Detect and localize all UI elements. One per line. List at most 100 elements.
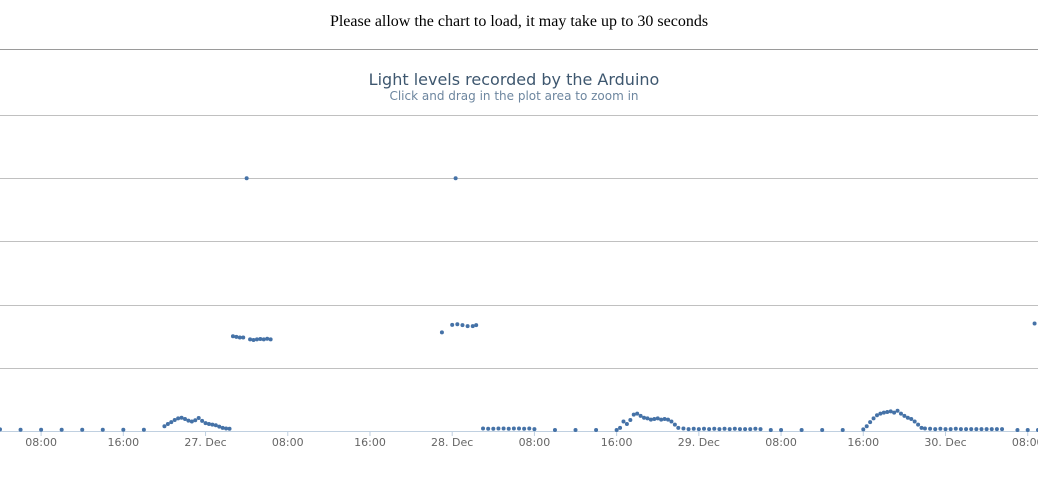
data-point-0-5[interactable] xyxy=(100,427,105,432)
data-point-0-37[interactable] xyxy=(261,337,266,342)
data-point-0-119[interactable] xyxy=(919,425,924,430)
data-point-0-32[interactable] xyxy=(244,176,249,181)
data-point-0-101[interactable] xyxy=(840,428,845,433)
data-point-0-104[interactable] xyxy=(868,420,873,425)
data-point-0-11[interactable] xyxy=(172,417,177,422)
data-point-0-109[interactable] xyxy=(885,410,890,415)
data-point-0-83[interactable] xyxy=(691,426,696,431)
data-point-0-99[interactable] xyxy=(799,428,804,433)
data-point-0-25[interactable] xyxy=(220,425,225,430)
data-point-0-131[interactable] xyxy=(979,427,984,432)
data-point-0-82[interactable] xyxy=(686,427,691,432)
data-point-0-18[interactable] xyxy=(196,416,201,421)
data-point-0-132[interactable] xyxy=(984,427,989,432)
data-point-0-21[interactable] xyxy=(206,422,211,427)
data-point-0-12[interactable] xyxy=(176,416,181,421)
data-point-0-126[interactable] xyxy=(953,426,958,431)
data-point-0-46[interactable] xyxy=(470,324,475,329)
data-point-0-103[interactable] xyxy=(864,424,869,429)
data-point-0-47[interactable] xyxy=(474,323,479,328)
data-point-0-24[interactable] xyxy=(217,424,222,429)
data-point-0-72[interactable] xyxy=(648,417,653,422)
data-point-0-89[interactable] xyxy=(722,426,727,431)
data-point-0-40[interactable] xyxy=(439,330,444,335)
data-point-0-61[interactable] xyxy=(594,428,599,433)
data-point-0-68[interactable] xyxy=(635,411,640,416)
data-point-0-90[interactable] xyxy=(727,427,732,432)
data-point-0-44[interactable] xyxy=(460,323,465,328)
data-point-0-92[interactable] xyxy=(737,427,742,432)
data-point-0-71[interactable] xyxy=(645,416,650,421)
data-point-0-129[interactable] xyxy=(969,427,974,432)
data-point-0-76[interactable] xyxy=(662,416,667,421)
data-point-0-79[interactable] xyxy=(672,422,677,427)
data-point-0-67[interactable] xyxy=(631,412,636,417)
data-point-0-100[interactable] xyxy=(820,428,825,433)
data-point-0-30[interactable] xyxy=(237,335,242,340)
data-point-0-94[interactable] xyxy=(748,427,753,432)
data-point-0-93[interactable] xyxy=(743,427,748,432)
data-point-0-6[interactable] xyxy=(121,427,126,432)
data-point-0-2[interactable] xyxy=(39,427,44,432)
data-point-0-3[interactable] xyxy=(59,427,64,432)
data-point-0-15[interactable] xyxy=(186,418,191,423)
data-point-0-20[interactable] xyxy=(203,421,208,426)
data-point-0-112[interactable] xyxy=(895,408,900,413)
data-point-0-7[interactable] xyxy=(141,427,146,432)
data-point-0-137[interactable] xyxy=(1025,428,1030,433)
data-point-0-78[interactable] xyxy=(669,419,674,424)
data-point-0-85[interactable] xyxy=(701,426,706,431)
data-point-0-49[interactable] xyxy=(486,426,491,431)
data-point-0-23[interactable] xyxy=(213,423,218,428)
data-point-0-108[interactable] xyxy=(881,410,886,415)
data-point-0-116[interactable] xyxy=(909,416,914,421)
data-point-0-63[interactable] xyxy=(618,425,623,430)
data-point-0-74[interactable] xyxy=(655,416,660,421)
data-point-0-50[interactable] xyxy=(491,426,496,431)
data-point-0-36[interactable] xyxy=(258,337,263,342)
data-point-0-4[interactable] xyxy=(80,427,85,432)
data-point-0-57[interactable] xyxy=(527,426,532,431)
data-point-0-69[interactable] xyxy=(638,413,643,418)
data-point-0-96[interactable] xyxy=(758,427,763,432)
data-point-0-64[interactable] xyxy=(621,419,626,424)
data-point-0-66[interactable] xyxy=(628,417,633,422)
data-point-0-91[interactable] xyxy=(732,426,737,431)
data-point-0-97[interactable] xyxy=(768,428,773,433)
data-point-0-10[interactable] xyxy=(169,420,174,425)
data-point-0-42[interactable] xyxy=(450,322,455,327)
data-point-0-59[interactable] xyxy=(552,428,557,433)
data-point-0-53[interactable] xyxy=(506,426,511,431)
data-point-0-29[interactable] xyxy=(234,334,239,339)
data-point-0-134[interactable] xyxy=(994,427,999,432)
data-point-0-16[interactable] xyxy=(189,419,194,424)
data-point-0-39[interactable] xyxy=(268,337,273,342)
data-point-0-54[interactable] xyxy=(511,426,516,431)
data-point-0-120[interactable] xyxy=(922,426,927,431)
data-point-0-88[interactable] xyxy=(717,427,722,432)
data-point-0-27[interactable] xyxy=(227,426,232,431)
data-point-0-38[interactable] xyxy=(265,336,270,341)
data-point-0-34[interactable] xyxy=(251,337,256,342)
data-point-0-48[interactable] xyxy=(481,426,486,431)
data-point-0-123[interactable] xyxy=(938,426,943,431)
data-point-0-110[interactable] xyxy=(888,409,893,414)
data-point-0-56[interactable] xyxy=(522,426,527,431)
data-point-0-122[interactable] xyxy=(933,427,938,432)
data-point-0-121[interactable] xyxy=(928,426,933,431)
data-point-0-136[interactable] xyxy=(1015,428,1020,433)
data-point-0-51[interactable] xyxy=(496,426,501,431)
data-point-0-138[interactable] xyxy=(1032,321,1037,326)
data-point-0-60[interactable] xyxy=(573,428,578,433)
data-point-0-80[interactable] xyxy=(676,425,681,430)
data-point-0-111[interactable] xyxy=(892,410,897,415)
data-point-0-81[interactable] xyxy=(681,426,686,431)
data-point-0-45[interactable] xyxy=(465,324,470,329)
data-point-0-115[interactable] xyxy=(905,415,910,420)
data-point-0-117[interactable] xyxy=(912,419,917,424)
data-point-0-41[interactable] xyxy=(453,176,458,181)
data-point-0-86[interactable] xyxy=(707,427,712,432)
data-point-0-106[interactable] xyxy=(874,413,879,418)
data-point-0-43[interactable] xyxy=(455,322,460,327)
